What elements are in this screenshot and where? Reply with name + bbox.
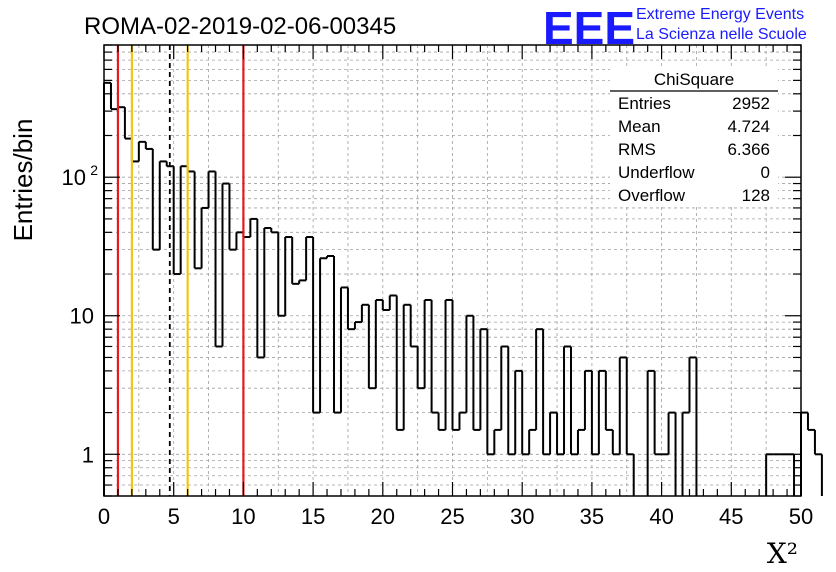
- x-tick-label: 15: [301, 504, 325, 529]
- stats-label-underflow: Underflow: [618, 163, 695, 182]
- axes: [103, 44, 802, 497]
- chart-title: ROMA-02-2019-02-06-00345: [84, 13, 396, 40]
- x-tick-label: 50: [789, 504, 813, 529]
- y-tick-label: 10: [70, 304, 94, 329]
- x-tick-label: 10: [231, 504, 255, 529]
- stats-value-underflow: 0: [761, 163, 770, 182]
- x-tick-label: 40: [649, 504, 673, 529]
- x-tick-label: 25: [440, 504, 464, 529]
- y-tick-label-exponent: 2: [90, 162, 98, 178]
- eee-logo-line2: La Scienza nelle Scuole: [636, 26, 807, 43]
- y-tick-label: 1: [82, 442, 94, 467]
- stats-label-entries: Entries: [618, 94, 671, 113]
- stats-value-entries: 2952: [732, 94, 770, 113]
- stats-value-overflow: 128: [742, 186, 770, 205]
- x-tick-label: 35: [580, 504, 604, 529]
- y-tick-label: 10: [62, 165, 86, 190]
- stats-box-title: ChiSquare: [654, 70, 734, 89]
- x-axis-label: X²: [767, 537, 798, 570]
- x-tick-label: 45: [719, 504, 743, 529]
- stats-value-rms: 6.366: [727, 140, 770, 159]
- x-tick-label: 5: [168, 504, 180, 529]
- eee-logo: EEE Extreme Energy Events La Scienza nel…: [543, 2, 807, 54]
- stats-label-rms: RMS: [618, 140, 656, 159]
- eee-logo-line1: Extreme Energy Events: [636, 6, 804, 23]
- y-axis-label: Entries/bin: [8, 119, 38, 242]
- x-tick-label: 30: [510, 504, 534, 529]
- stats-box: ChiSquare Entries 2952 Mean 4.724 RMS 6.…: [610, 66, 778, 206]
- stats-label-overflow: Overflow: [618, 186, 686, 205]
- stats-label-mean: Mean: [618, 117, 661, 136]
- stats-value-mean: 4.724: [727, 117, 770, 136]
- stats-box-background: [610, 66, 778, 206]
- histogram-series: [103, 81, 823, 496]
- x-tick-label: 0: [98, 504, 110, 529]
- marker-lines: [116, 45, 245, 496]
- x-tick-label: 20: [371, 504, 395, 529]
